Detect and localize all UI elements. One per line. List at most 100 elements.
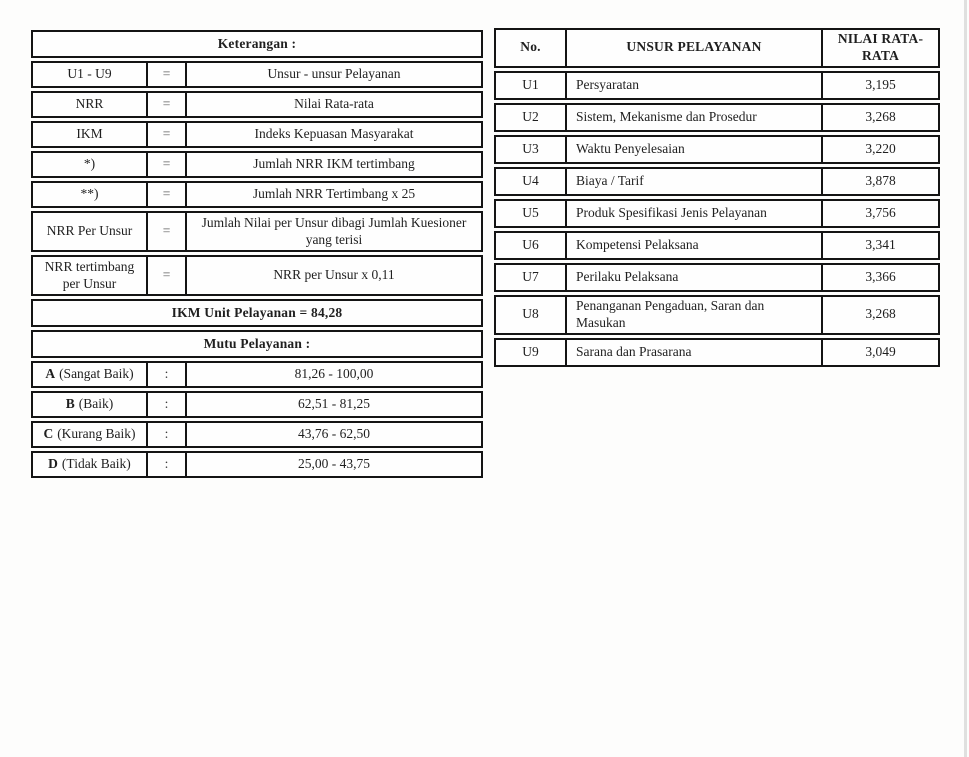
unsur-row: U6 Kompetensi Pelaksana 3,341	[494, 230, 940, 260]
grade-range-cell: 25,00 - 43,75	[187, 451, 483, 478]
grade-range-cell: 81,26 - 100,00	[187, 361, 483, 388]
unsur-name-cell: Waktu Penyelesaian	[567, 134, 823, 164]
unsur-code-cell: U2	[494, 102, 567, 132]
definition-cell: NRR per Unsur x 0,11	[187, 255, 483, 296]
colon-sign: :	[148, 391, 187, 418]
unsur-score-cell: 3,366	[823, 262, 940, 292]
term-cell: NRR Per Unsur	[31, 211, 148, 252]
unsur-code-cell: U8	[494, 294, 567, 335]
unsur-row: U5 Produk Spesifikasi Jenis Pelayanan 3,…	[494, 198, 940, 228]
unsur-code-cell: U9	[494, 337, 567, 367]
unsur-header-row: No. UNSUR PELAYANAN NILAI RATA-RATA	[494, 28, 940, 68]
term-cell: NRR tertimbang per Unsur	[31, 255, 148, 296]
keterangan-row: *) = Jumlah NRR IKM tertimbang	[31, 151, 483, 178]
unsur-row: U4 Biaya / Tarif 3,878	[494, 166, 940, 196]
unsur-name-cell: Kompetensi Pelaksana	[567, 230, 823, 260]
term-cell: U1 - U9	[31, 61, 148, 88]
grade-cell: A (Sangat Baik)	[31, 361, 148, 388]
unsur-name-cell: Produk Spesifikasi Jenis Pelayanan	[567, 198, 823, 228]
keterangan-table: Keterangan : U1 - U9 = Unsur - unsur Pel…	[31, 27, 483, 481]
unsur-score-cell: 3,341	[823, 230, 940, 260]
term-cell: IKM	[31, 121, 148, 148]
equals-sign: =	[148, 121, 187, 148]
grade-range-cell: 43,76 - 62,50	[187, 421, 483, 448]
grade-letter: C	[43, 426, 54, 442]
keterangan-row: NRR Per Unsur = Jumlah Nilai per Unsur d…	[31, 211, 483, 252]
grade-name: (Tidak Baik)	[61, 456, 131, 472]
unsur-pelayanan-table: No. UNSUR PELAYANAN NILAI RATA-RATA U1 P…	[494, 25, 940, 370]
grade-cell: B (Baik)	[31, 391, 148, 418]
grade-cell: D (Tidak Baik)	[31, 451, 148, 478]
term-cell: NRR	[31, 91, 148, 118]
mutu-grade-row: C (Kurang Baik) : 43,76 - 62,50	[31, 421, 483, 448]
unsur-code-cell: U5	[494, 198, 567, 228]
unsur-score-cell: 3,878	[823, 166, 940, 196]
unsur-row: U8 Penanganan Pengaduan, Saran dan Masuk…	[494, 294, 940, 335]
colon-sign: :	[148, 451, 187, 478]
unsur-name-cell: Persyaratan	[567, 70, 823, 100]
unsur-name-cell: Sistem, Mekanisme dan Prosedur	[567, 102, 823, 132]
unsur-code-cell: U1	[494, 70, 567, 100]
keterangan-row: U1 - U9 = Unsur - unsur Pelayanan	[31, 61, 483, 88]
equals-sign: =	[148, 211, 187, 252]
unsur-score-cell: 3,268	[823, 102, 940, 132]
unsur-code-cell: U7	[494, 262, 567, 292]
definition-cell: Unsur - unsur Pelayanan	[187, 61, 483, 88]
mutu-pelayanan-title: Mutu Pelayanan :	[31, 330, 483, 358]
equals-sign: =	[148, 181, 187, 208]
grade-cell: C (Kurang Baik)	[31, 421, 148, 448]
unsur-code-cell: U3	[494, 134, 567, 164]
header-nilai-rata-rata: NILAI RATA-RATA	[823, 28, 940, 68]
equals-sign: =	[148, 91, 187, 118]
unsur-name-cell: Penanganan Pengaduan, Saran dan Masukan	[567, 294, 823, 335]
mutu-grade-row: A (Sangat Baik) : 81,26 - 100,00	[31, 361, 483, 388]
mutu-grade-row: B (Baik) : 62,51 - 81,25	[31, 391, 483, 418]
definition-cell: Jumlah NRR Tertimbang x 25	[187, 181, 483, 208]
definition-cell: Nilai Rata-rata	[187, 91, 483, 118]
keterangan-title-row: Keterangan :	[31, 30, 483, 58]
term-cell: *)	[31, 151, 148, 178]
unsur-name-cell: Biaya / Tarif	[567, 166, 823, 196]
mutu-title-row: Mutu Pelayanan :	[31, 330, 483, 358]
keterangan-row: **) = Jumlah NRR Tertimbang x 25	[31, 181, 483, 208]
grade-range-cell: 62,51 - 81,25	[187, 391, 483, 418]
unsur-row: U1 Persyaratan 3,195	[494, 70, 940, 100]
unsur-score-cell: 3,049	[823, 337, 940, 367]
term-cell: **)	[31, 181, 148, 208]
unsur-code-cell: U6	[494, 230, 567, 260]
unsur-score-cell: 3,756	[823, 198, 940, 228]
unsur-score-cell: 3,268	[823, 294, 940, 335]
unsur-row: U7 Perilaku Pelaksana 3,366	[494, 262, 940, 292]
keterangan-row: IKM = Indeks Kepuasan Masyarakat	[31, 121, 483, 148]
header-unsur-pelayanan: UNSUR PELAYANAN	[567, 28, 823, 68]
grade-name: (Sangat Baik)	[59, 366, 134, 382]
grade-letter: D	[48, 456, 58, 472]
ikm-unit-pelayanan-value: IKM Unit Pelayanan = 84,28	[31, 299, 483, 327]
scan-edge-shadow	[964, 0, 967, 757]
keterangan-row: NRR tertimbang per Unsur = NRR per Unsur…	[31, 255, 483, 296]
definition-cell: Jumlah Nilai per Unsur dibagi Jumlah Kue…	[187, 211, 483, 252]
keterangan-row: NRR = Nilai Rata-rata	[31, 91, 483, 118]
grade-letter: A	[45, 366, 56, 382]
definition-cell: Indeks Kepuasan Masyarakat	[187, 121, 483, 148]
grade-name: (Baik)	[78, 396, 114, 412]
definition-cell: Jumlah NRR IKM tertimbang	[187, 151, 483, 178]
equals-sign: =	[148, 151, 187, 178]
grade-name: (Kurang Baik)	[57, 426, 136, 442]
equals-sign: =	[148, 255, 187, 296]
unsur-row: U3 Waktu Penyelesaian 3,220	[494, 134, 940, 164]
grade-letter: B	[65, 396, 75, 412]
unsur-score-cell: 3,220	[823, 134, 940, 164]
keterangan-title: Keterangan :	[31, 30, 483, 58]
mutu-grade-row: D (Tidak Baik) : 25,00 - 43,75	[31, 451, 483, 478]
colon-sign: :	[148, 421, 187, 448]
ikm-summary-row: IKM Unit Pelayanan = 84,28	[31, 299, 483, 327]
equals-sign: =	[148, 61, 187, 88]
unsur-row: U2 Sistem, Mekanisme dan Prosedur 3,268	[494, 102, 940, 132]
unsur-name-cell: Perilaku Pelaksana	[567, 262, 823, 292]
header-no: No.	[494, 28, 567, 68]
colon-sign: :	[148, 361, 187, 388]
unsur-row: U9 Sarana dan Prasarana 3,049	[494, 337, 940, 367]
unsur-name-cell: Sarana dan Prasarana	[567, 337, 823, 367]
unsur-code-cell: U4	[494, 166, 567, 196]
